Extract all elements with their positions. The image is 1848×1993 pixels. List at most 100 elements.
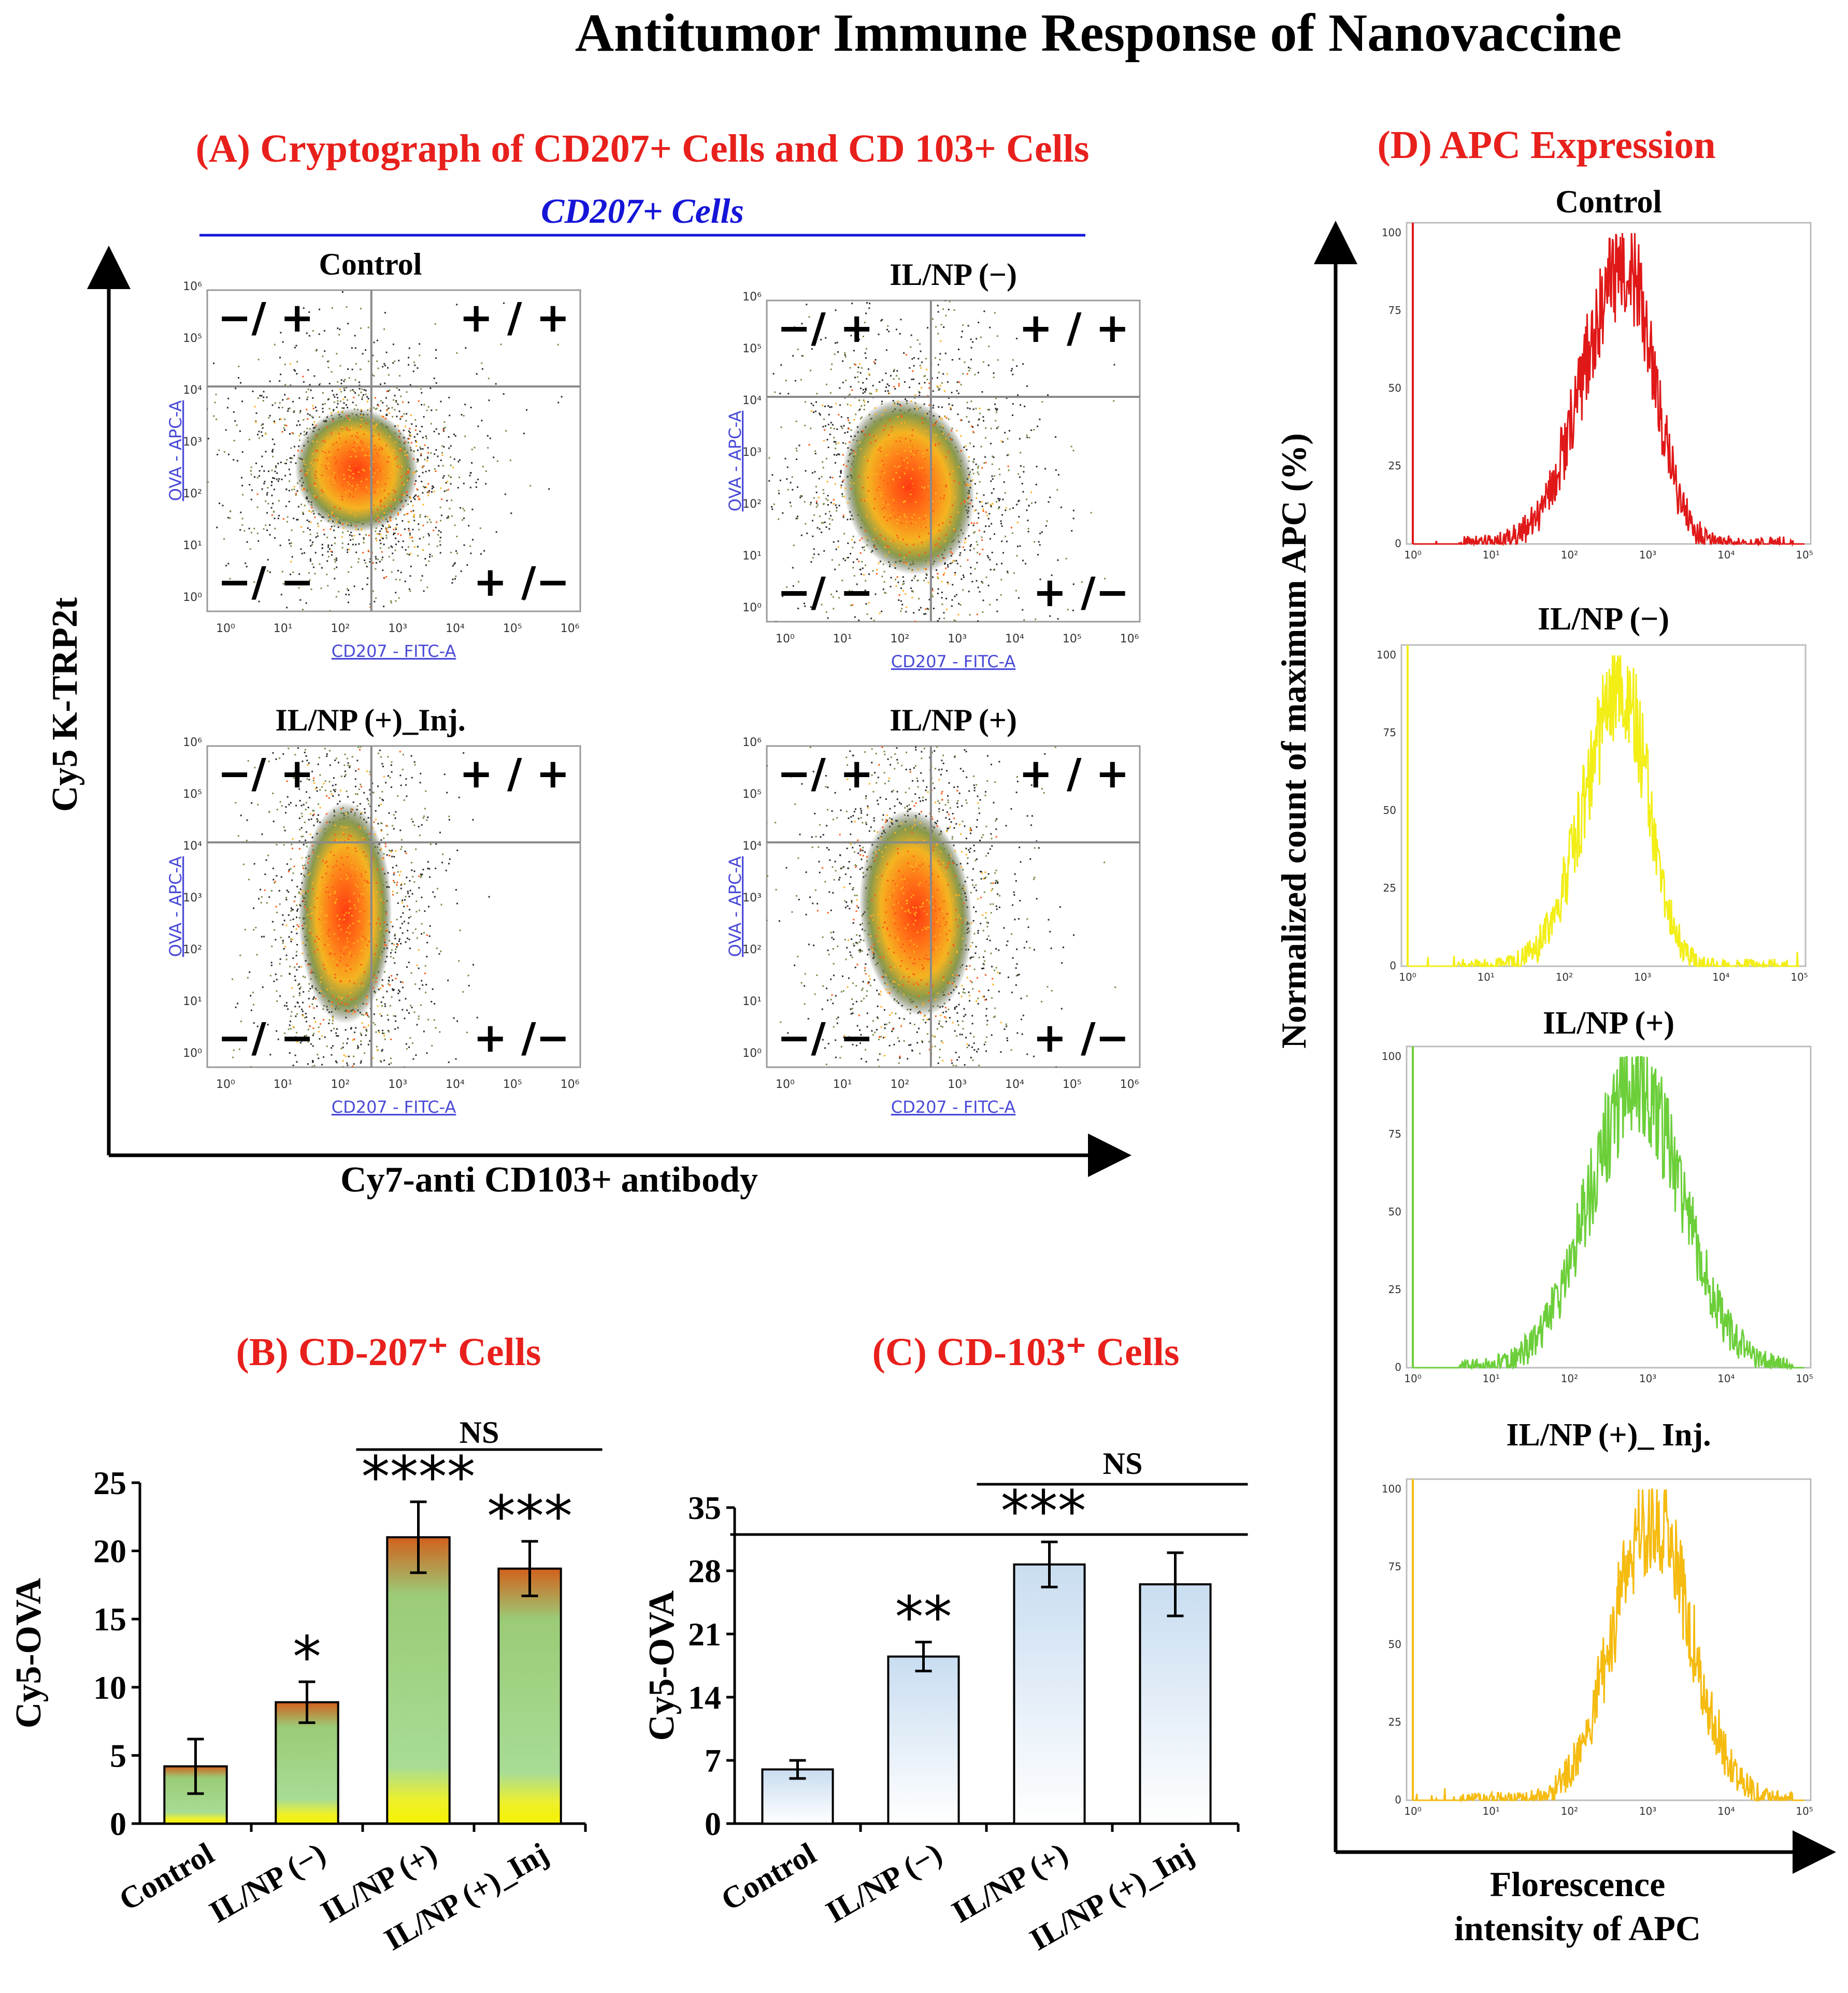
flow-y-tick: 10¹ <box>183 539 202 552</box>
flow-x-tick: 10¹ <box>833 633 852 646</box>
flow-x-label: CD207 - FITC-A <box>332 1097 456 1117</box>
flow-x-tick: 10² <box>891 1078 910 1091</box>
quadrant-top-left: −/ + <box>218 295 314 341</box>
quadrant-bottom-right: + /− <box>474 1015 570 1062</box>
y-tick-label: 14 <box>688 1679 721 1716</box>
y-tick-label: 0 <box>705 1805 721 1842</box>
panel-a: (A) Cryptograph of CD207+ Cells and CD 1… <box>45 127 1141 1200</box>
histogram-y-tick: 100 <box>1382 1483 1401 1495</box>
flow-y-tick: 10² <box>183 943 202 956</box>
quadrant-top-right: + / + <box>459 751 570 797</box>
bar-3 <box>1139 1583 1212 1825</box>
flow-x-tick: 10³ <box>948 1078 967 1091</box>
histogram-y-tick: 75 <box>1388 304 1401 317</box>
significance-marker: *** <box>487 1483 572 1550</box>
flow-plot-title: IL/NP (+) <box>890 703 1017 737</box>
flow-plot-0: Control−/ + + / + −/ − + /− 10⁰ 10⁰ 10¹ 10¹ 10² 1… <box>166 247 581 661</box>
bar-3 <box>497 1567 562 1825</box>
flow-y-label: OVA - APC-A <box>725 411 745 512</box>
y-tick-label: 7 <box>705 1742 721 1779</box>
flow-y-tick: 10⁶ <box>183 280 202 293</box>
flow-plot-title: Control <box>319 247 422 281</box>
flow-y-tick: 10⁶ <box>183 736 202 749</box>
histogram-3: IL/NP (+)_ Inj. 0 25 50 75 100 10⁰ 10¹ 10² 10³ 10⁴… <box>1382 1417 1813 1817</box>
comparison-label-ns: NS <box>1103 1446 1143 1481</box>
x-tick-label: Control <box>715 1836 822 1917</box>
histogram-y-tick: 50 <box>1383 804 1396 816</box>
flow-plot-2: IL/NP (+)_Inj. −/ + + / + −/ − + /− 10⁰ 10⁰ 10¹… <box>166 703 581 1117</box>
histogram-y-tick: 50 <box>1388 1206 1401 1218</box>
y-tick-label: 15 <box>93 1601 126 1638</box>
flow-y-tick: 10³ <box>742 446 762 459</box>
panel-a-x-axis-label: Cy7-anti CD103+ antibody <box>340 1160 758 1200</box>
flow-x-tick: 10¹ <box>833 1078 852 1091</box>
histogram-1: IL/NP (−) 0 25 50 75 100 10⁰ 10¹ 10² 10³ 10⁴ 10⁵ <box>1377 601 1808 983</box>
significance-marker: * <box>293 1624 321 1690</box>
flow-x-tick: 10⁰ <box>216 622 235 635</box>
histogram-x-tick: 10⁵ <box>1790 971 1808 983</box>
bar-1 <box>275 1701 339 1825</box>
quadrant-top-right: + / + <box>1019 751 1129 797</box>
flow-y-tick: 10⁶ <box>742 736 762 749</box>
panel-d: (D) APC Expression Normalized count of m… <box>1274 123 1836 1948</box>
histogram-curve <box>1413 233 1804 547</box>
panel-d-x-axis-label-2: intensity of APC <box>1454 1909 1701 1948</box>
flow-x-label: CD207 - FITC-A <box>891 652 1016 671</box>
histogram-y-tick: 50 <box>1388 1638 1401 1651</box>
histogram-x-tick: 10³ <box>1639 1372 1656 1385</box>
flow-scatter <box>768 300 1115 622</box>
flow-x-tick: 10⁶ <box>1120 633 1139 646</box>
y-tick-label: 25 <box>93 1465 126 1501</box>
panel-c-title-text: (C) CD-103⁺ Cells <box>872 1330 1179 1374</box>
quadrant-top-left: −/ + <box>777 305 873 352</box>
flow-y-tick: 10⁰ <box>742 1047 762 1060</box>
flow-x-tick: 10² <box>891 633 910 646</box>
histogram-y-tick: 50 <box>1388 382 1401 394</box>
quadrant-top-left: −/ + <box>777 751 873 797</box>
y-tick-label: 10 <box>93 1669 126 1706</box>
flow-y-tick: 10³ <box>742 892 762 905</box>
panel-a-y-axis-label: Cy5 K-TRP2t <box>45 597 85 812</box>
histogram-0: Control 0 25 50 75 100 10⁰ 10¹ 10² 10³ 10⁴ 10⁵ <box>1382 184 1813 561</box>
histogram-x-tick: 10⁰ <box>1404 1372 1421 1385</box>
flow-x-tick: 10³ <box>388 1078 407 1091</box>
quadrant-bottom-right: + /− <box>1033 569 1129 616</box>
histogram-x-tick: 10¹ <box>1482 1805 1499 1817</box>
y-tick-label: 0 <box>110 1805 126 1842</box>
flow-x-tick: 10⁰ <box>776 1078 795 1091</box>
flow-x-tick: 10⁶ <box>561 622 580 635</box>
panel-b-title: (B) CD-207⁺ Cells <box>236 1330 541 1374</box>
y-tick-label: 35 <box>688 1489 721 1526</box>
y-axis-label: Cy5-OVA <box>9 1578 49 1728</box>
histogram-y-tick: 0 <box>1395 1794 1401 1806</box>
flow-plot-title: IL/NP (−) <box>890 257 1017 292</box>
flow-y-tick: 10⁴ <box>183 384 202 397</box>
bar-2 <box>1013 1563 1086 1825</box>
flow-y-label: OVA - APC-A <box>166 856 185 957</box>
panel-b-title-text: (B) CD-207⁺ Cells <box>236 1330 541 1374</box>
flow-x-tick: 10⁰ <box>776 633 795 646</box>
flow-plot-frame <box>206 745 581 1068</box>
bar-1 <box>887 1655 960 1825</box>
flow-x-label: CD207 - FITC-A <box>891 1097 1016 1117</box>
flow-y-tick: 10¹ <box>742 995 762 1008</box>
flow-x-tick: 10² <box>331 622 350 635</box>
quadrant-top-right: + / + <box>459 295 570 341</box>
histogram-x-tick: 10⁵ <box>1796 1805 1813 1817</box>
panel-d-y-axis-label: Normalized count of maximum APC (%) <box>1274 433 1313 1049</box>
histogram-x-tick: 10⁰ <box>1404 549 1421 561</box>
histogram-y-tick: 75 <box>1383 726 1396 739</box>
x-tick-label: IL/NP (−) <box>820 1836 948 1929</box>
flow-y-tick: 10² <box>183 488 202 500</box>
flow-x-tick: 10¹ <box>274 622 293 635</box>
histogram-x-tick: 10² <box>1556 971 1573 983</box>
histogram-frame <box>1406 1478 1812 1801</box>
histogram-y-tick: 0 <box>1395 537 1401 550</box>
panel-c-title: (C) CD-103⁺ Cells <box>872 1330 1179 1374</box>
flow-y-tick: 10¹ <box>183 995 202 1008</box>
panel-a-title: (A) Cryptograph of CD207+ Cells and CD 1… <box>196 127 1090 170</box>
flow-y-tick: 10¹ <box>742 550 762 563</box>
histogram-title: Control <box>1555 184 1662 220</box>
x-tick-label: Control <box>113 1836 220 1917</box>
